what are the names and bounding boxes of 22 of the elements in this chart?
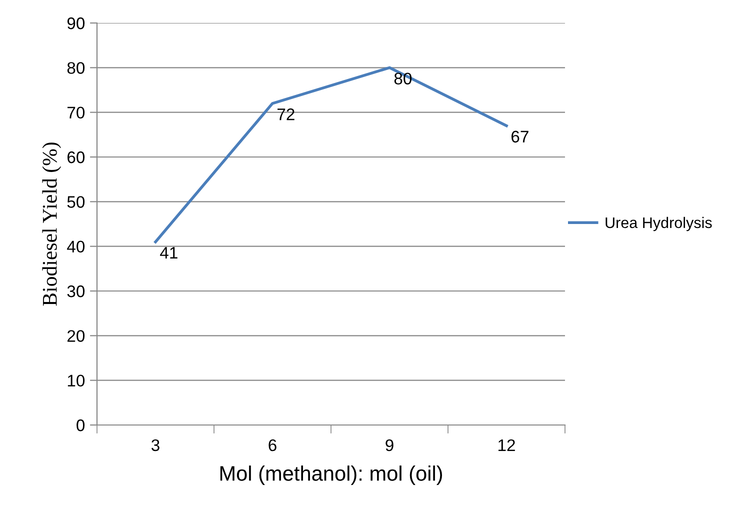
y-tick-label: 0 (76, 419, 85, 432)
data-label: 67 (512, 130, 528, 143)
x-tick-label: 6 (268, 439, 276, 452)
y-tick-label: 10 (68, 374, 85, 387)
x-tick-label: 3 (152, 439, 160, 452)
data-label: 72 (278, 108, 294, 120)
y-tick-label: 70 (68, 106, 85, 119)
data-label: 41 (160, 247, 178, 259)
y-tick-label: 60 (68, 151, 85, 164)
y-tick-label: 50 (67, 196, 85, 208)
y-tick-label: 90 (67, 17, 85, 30)
x-tick-label: 9 (386, 439, 394, 452)
y-tick-label: 80 (67, 62, 85, 74)
y-tick-label: 30 (67, 285, 85, 298)
line-series (154, 66, 508, 244)
y-tick-label: 40 (67, 240, 85, 253)
y-axis-title: Biodiesel Yield (%) (42, 142, 62, 306)
x-axis-title: Mol (methanol): mol (oil) (220, 466, 442, 485)
data-label: 80 (394, 72, 412, 84)
x-tick-label: 12 (498, 439, 515, 451)
y-tick-label: 20 (67, 330, 85, 342)
legend-label: Urea Hydrolysis (606, 216, 712, 232)
